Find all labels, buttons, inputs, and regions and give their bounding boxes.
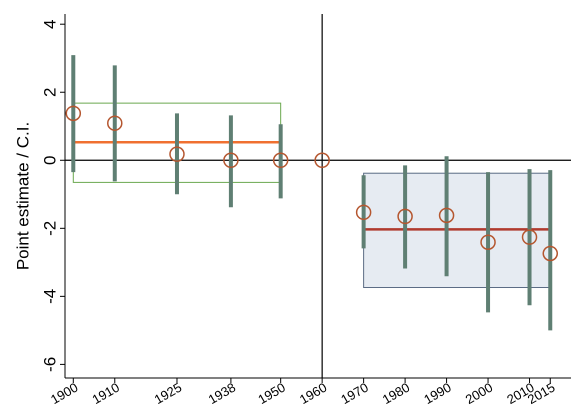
- x-tick-label: 1925: [152, 380, 185, 407]
- y-axis-label: Point estimate / C.I.: [13, 122, 32, 270]
- x-tick-label: 1960: [297, 380, 330, 407]
- x-tick-label: 1910: [89, 380, 122, 407]
- y-tick-label: 0: [40, 156, 59, 165]
- point-estimate: [169, 146, 185, 162]
- point-estimate: [223, 152, 239, 169]
- x-tick-label: 2000: [463, 380, 496, 407]
- y-tick-label: -6: [40, 357, 59, 372]
- point-estimate: [542, 245, 559, 262]
- x-tick-label: 1970: [338, 380, 371, 407]
- point-estimate: [355, 204, 372, 221]
- x-tick-label: 1950: [255, 380, 288, 407]
- y-tick-label: 4: [40, 19, 59, 28]
- point-estimate: [107, 115, 123, 131]
- point-estimate: [480, 234, 496, 251]
- y-tick-label: -4: [40, 289, 59, 304]
- x-tick-label: 1938: [206, 380, 239, 407]
- point-estimate: [438, 207, 455, 224]
- point-estimate: [397, 208, 413, 225]
- point-estimate: [65, 105, 82, 122]
- point-estimate: [521, 229, 538, 245]
- x-tick-label: 1980: [380, 380, 413, 407]
- y-tick-label: 2: [40, 88, 59, 97]
- point-estimate: [314, 152, 330, 169]
- x-tick-label: 1990: [421, 380, 454, 407]
- x-tick-label: 1900: [48, 380, 81, 407]
- y-tick-label: -2: [40, 221, 59, 236]
- point-estimate: [272, 152, 289, 169]
